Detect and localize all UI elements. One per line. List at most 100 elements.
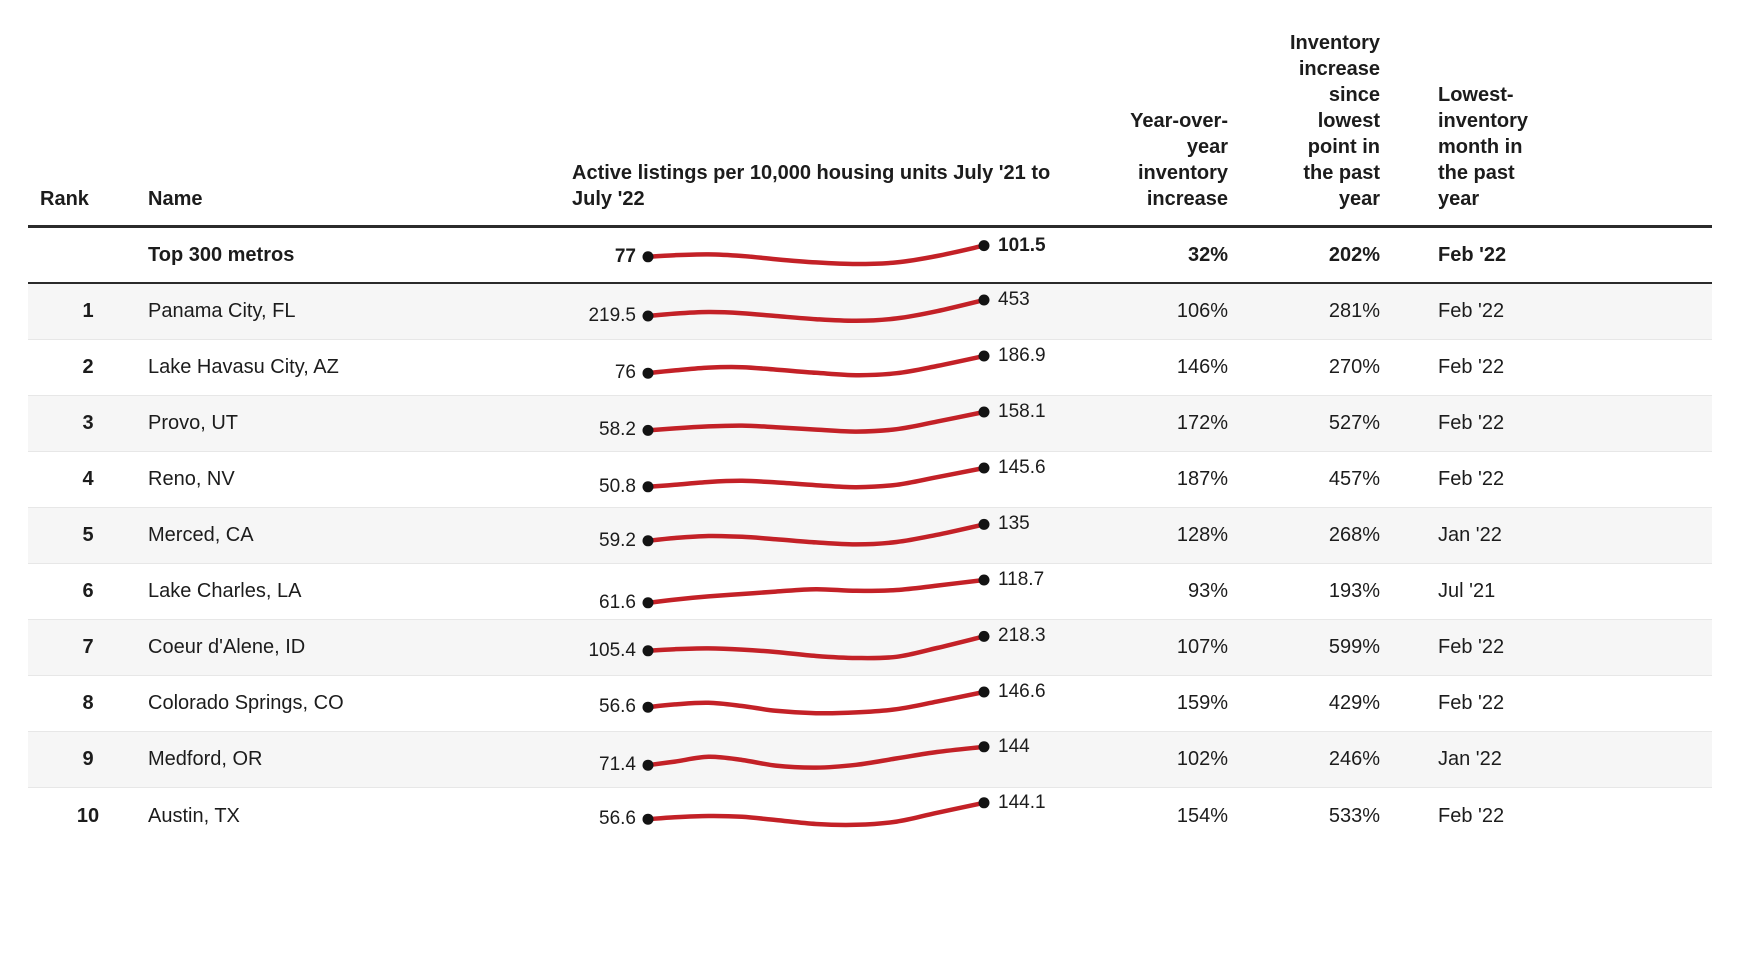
sparkline-cell: 56.6 146.6 (572, 676, 1100, 731)
sparkline-end-dot (978, 741, 990, 753)
sparkline-cell: 219.5 453 (572, 284, 1100, 339)
column-header-yoy-increase-label: Year-over-year inventory increase (1130, 110, 1228, 210)
column-header-lowest-month-label: Lowest-inventory month in the past year (1438, 84, 1529, 210)
rank-value: 6 (82, 580, 94, 602)
increase-since-low-value: 193% (1328, 580, 1380, 602)
lowest-month-value: Feb '22 (1438, 243, 1507, 266)
sparkline-end-dot (978, 294, 990, 306)
sparkline-start-value: 56.6 (599, 808, 636, 830)
sparkline-end-dot (978, 240, 990, 252)
sparkline-start-value: 105.4 (588, 639, 636, 661)
column-header-name: Name (148, 186, 572, 212)
sparkline-start-value: 50.8 (599, 475, 636, 497)
table-row: 7 Coeur d'Alene, ID 105.4 218.3 107% 599… (28, 620, 1712, 676)
increase-since-low-value: 599% (1328, 636, 1380, 658)
sparkline-end-dot (978, 686, 990, 698)
lowest-month-value: Jan '22 (1438, 524, 1502, 546)
yoy-increase-value: 106% (1176, 300, 1228, 322)
increase-since-low-value: 429% (1328, 692, 1380, 714)
table-row: 6 Lake Charles, LA 61.6 118.7 93% 193% J… (28, 564, 1712, 620)
metro-name: Medford, OR (148, 748, 263, 770)
metro-name: Lake Havasu City, AZ (148, 356, 339, 378)
yoy-increase-value: 107% (1176, 636, 1228, 658)
sparkline-end-value: 118.7 (998, 569, 1045, 590)
yoy-increase-value: 187% (1176, 468, 1228, 490)
sparkline-end-dot (978, 797, 990, 809)
lowest-month-value: Feb '22 (1438, 356, 1505, 378)
column-header-increase-since-low: Inventory increase since lowest point in… (1228, 30, 1380, 212)
sparkline-chart (642, 406, 990, 436)
sparkline-end-value: 146.6 (998, 681, 1046, 702)
sparkline-start-dot (642, 310, 654, 322)
yoy-increase-value: 102% (1176, 748, 1228, 770)
sparkline-end-value: 158.1 (998, 401, 1046, 422)
sparkline-start-dot (642, 645, 654, 657)
sparkline-chart (642, 350, 990, 379)
column-header-rank-label: Rank (40, 188, 89, 210)
sparkline-cell: 61.6 118.7 (572, 564, 1100, 619)
increase-since-low-value: 281% (1328, 300, 1380, 322)
rank-value: 3 (82, 412, 94, 434)
sparkline-line (645, 465, 987, 490)
sparkline-line (645, 744, 987, 770)
sparkline-end-value: 218.3 (998, 625, 1046, 647)
sparkline-end-value: 144 (998, 735, 1030, 757)
table-row: 3 Provo, UT 58.2 158.1 172% 527% Feb '22 (28, 396, 1712, 452)
table-row: 5 Merced, CA 59.2 135 128% 268% Jan '22 (28, 508, 1712, 564)
sparkline-start-value: 76 (614, 362, 636, 384)
sparkline-end-value: 144.1 (998, 791, 1046, 813)
metro-name: Lake Charles, LA (148, 580, 302, 602)
table-row: 4 Reno, NV 50.8 145.6 187% 457% Feb '22 (28, 452, 1712, 508)
sparkline-line (645, 577, 987, 606)
lowest-month-value: Jan '22 (1438, 748, 1502, 770)
table-header-row: Rank Name Active listings per 10,000 hou… (28, 30, 1712, 225)
sparkline-cell: 50.8 145.6 (572, 452, 1100, 507)
sparkline-start-dot (642, 759, 654, 771)
summary-row: Top 300 metros 77 101.5 32% 202% Feb '22 (28, 225, 1712, 284)
sparkline-cell: 76 186.9 (572, 340, 1100, 395)
yoy-increase-value: 154% (1176, 804, 1228, 827)
sparkline-end-dot (978, 574, 990, 586)
inventory-table: Rank Name Active listings per 10,000 hou… (28, 30, 1712, 830)
metro-name: Panama City, FL (148, 300, 296, 322)
sparkline-end-dot (978, 350, 990, 362)
column-header-name-label: Name (148, 188, 203, 210)
sparkline-end-dot (978, 630, 990, 642)
sparkline-line (645, 353, 987, 378)
lowest-month-value: Feb '22 (1438, 636, 1505, 658)
yoy-increase-value: 32% (1187, 243, 1228, 266)
yoy-increase-value: 159% (1176, 692, 1228, 714)
yoy-increase-value: 172% (1176, 412, 1228, 434)
metro-name: Coeur d'Alene, ID (148, 636, 306, 658)
sparkline-end-value: 145.6 (998, 457, 1046, 478)
sparkline-line (645, 634, 987, 661)
rank-value: 7 (82, 636, 94, 658)
sparkline-chart (642, 686, 990, 716)
rank-value: 4 (82, 468, 94, 490)
increase-since-low-value: 527% (1328, 412, 1380, 434)
sparkline-start-value: 77 (614, 245, 636, 267)
sparkline-chart (642, 294, 990, 324)
sparkline-start-dot (642, 367, 654, 379)
sparkline-end-value: 186.9 (998, 345, 1046, 366)
sparkline-chart (642, 240, 990, 267)
increase-since-low-value: 533% (1328, 804, 1380, 827)
sparkline-line (645, 297, 987, 324)
rank-value: 1 (82, 300, 94, 322)
column-header-yoy-increase: Year-over-year inventory increase (1100, 108, 1228, 212)
increase-since-low-value: 457% (1328, 468, 1380, 490)
lowest-month-value: Feb '22 (1438, 804, 1505, 827)
sparkline-start-value: 219.5 (588, 305, 636, 326)
table-row: 1 Panama City, FL 219.5 453 106% 281% Fe… (28, 284, 1712, 340)
yoy-increase-value: 128% (1176, 524, 1228, 546)
sparkline-start-value: 59.2 (599, 529, 636, 551)
sparkline-end-dot (978, 462, 990, 474)
column-header-lowest-month: Lowest-inventory month in the past year (1380, 82, 1712, 212)
sparkline-cell: 59.2 135 (572, 508, 1100, 563)
table-row: 8 Colorado Springs, CO 56.6 146.6 159% 4… (28, 676, 1712, 732)
rank-value: 10 (76, 804, 100, 827)
lowest-month-value: Feb '22 (1438, 468, 1505, 490)
sparkline-start-dot (642, 251, 654, 263)
sparkline-end-value: 135 (998, 513, 1030, 535)
metro-name: Merced, CA (148, 524, 254, 546)
